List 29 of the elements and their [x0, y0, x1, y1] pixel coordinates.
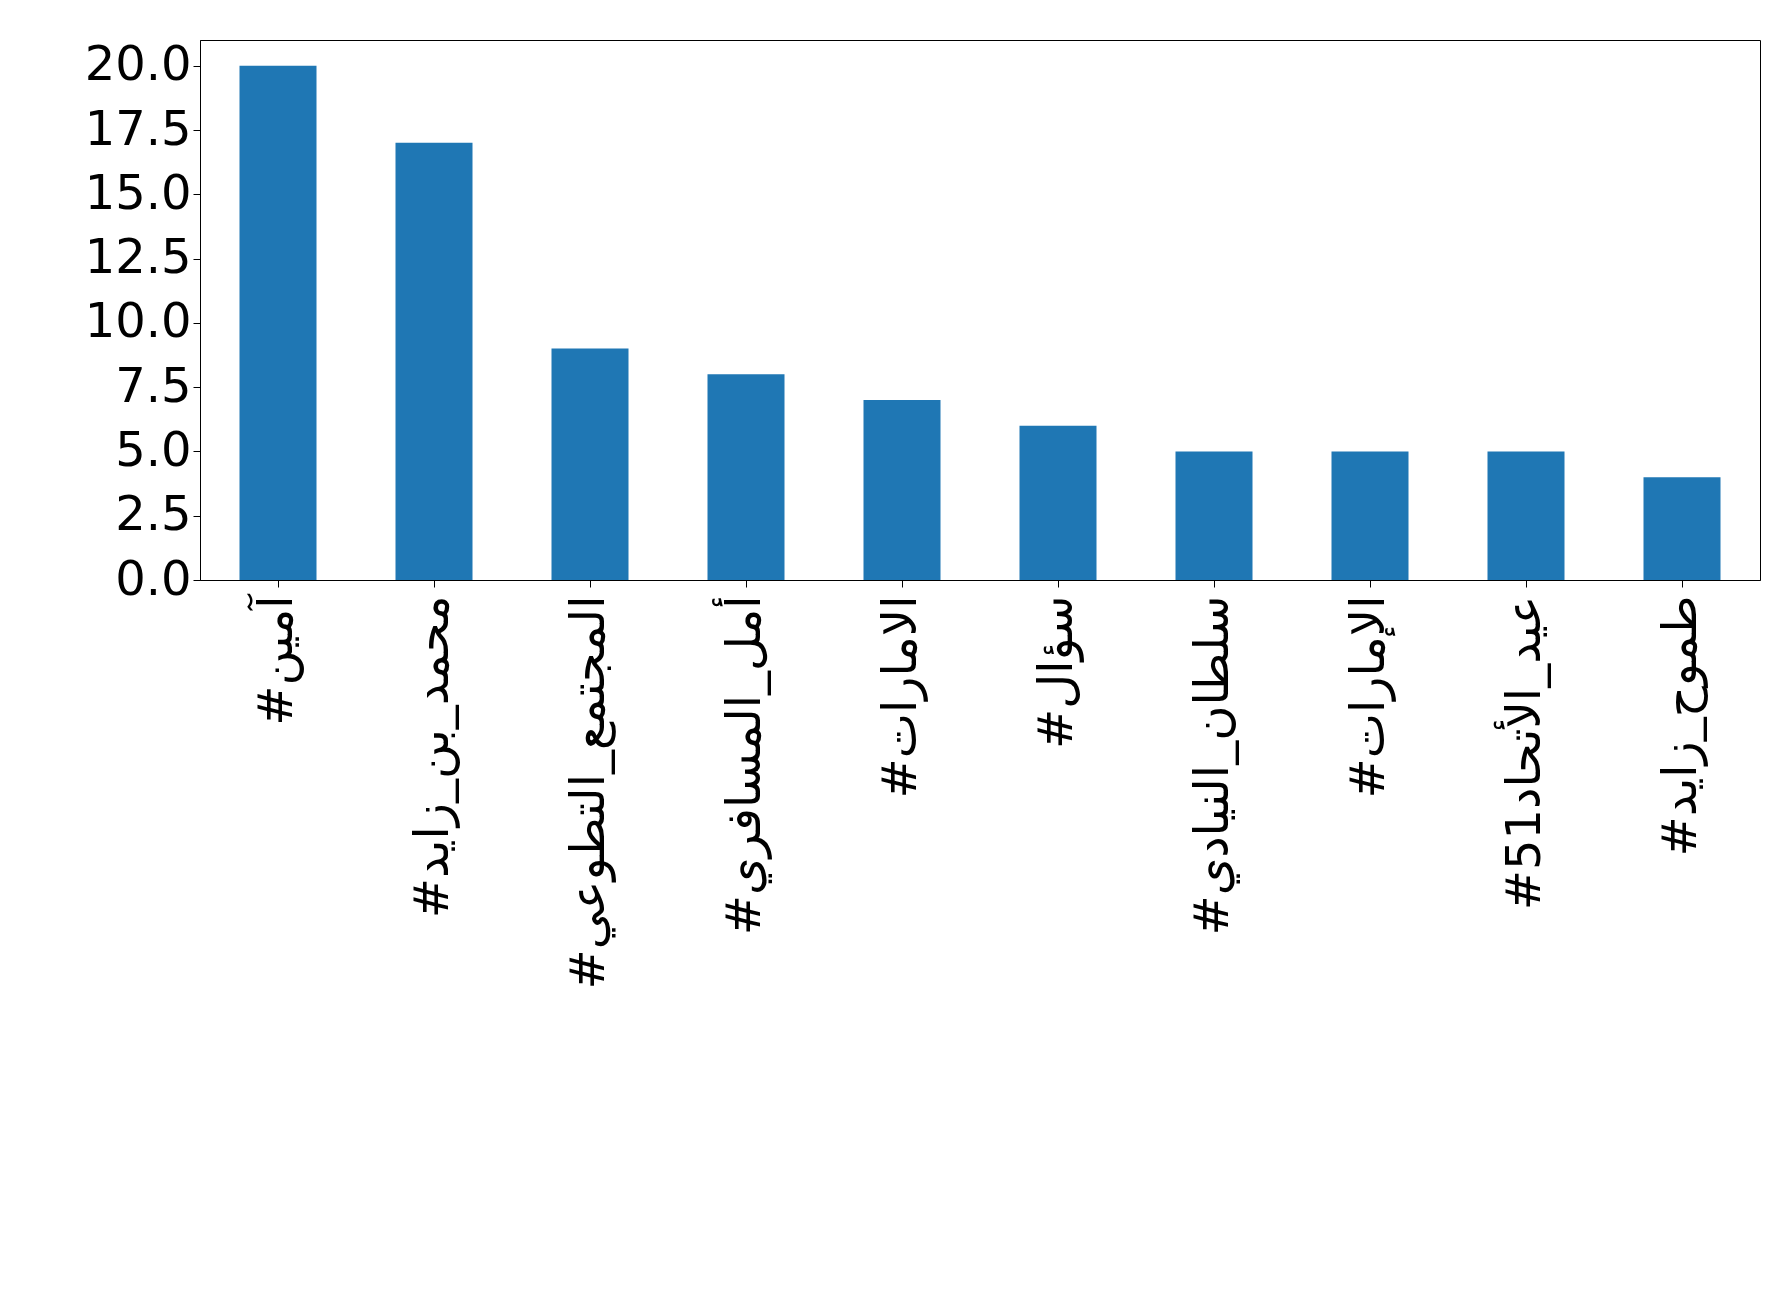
y-tick-label: 0.0 — [115, 549, 192, 606]
y-tick-label: 2.5 — [115, 485, 192, 542]
bar — [239, 65, 317, 580]
bar — [551, 348, 629, 580]
bar — [863, 400, 941, 580]
y-tick-label: 10.0 — [84, 292, 192, 349]
x-tick-label: #آمين — [246, 592, 304, 726]
y-tick-label: 12.5 — [84, 228, 192, 285]
x-tick-label: #عيد_الأتحاد51 — [1493, 595, 1551, 911]
bar — [1643, 477, 1721, 580]
x-tick-label: #طموح_زايد — [1651, 595, 1708, 857]
bar — [1331, 451, 1409, 580]
x-tick-label: #الامارات — [871, 595, 928, 799]
bar — [395, 142, 473, 580]
y-tick-label: 5.0 — [115, 420, 192, 477]
bar — [1487, 451, 1565, 580]
bar — [1175, 451, 1253, 580]
y-tick-label: 7.5 — [115, 356, 192, 413]
bar — [1019, 425, 1097, 580]
x-tick-label: #سلطان_النيادي — [1183, 595, 1240, 936]
x-tick-label: #محمد_بن_زايد — [403, 595, 460, 919]
y-tick-label: 17.5 — [84, 99, 192, 156]
y-tick-label: 20.0 — [84, 35, 192, 92]
x-tick-label: #أمل_المسافري — [712, 595, 772, 936]
y-tick-label: 15.0 — [84, 163, 192, 220]
x-tick-label: #الإمارات — [1339, 595, 1396, 799]
x-tick-label: #المجتمع_التطوعي — [559, 595, 616, 990]
x-tick-label: #سؤال — [1027, 595, 1084, 749]
bar — [707, 374, 785, 580]
